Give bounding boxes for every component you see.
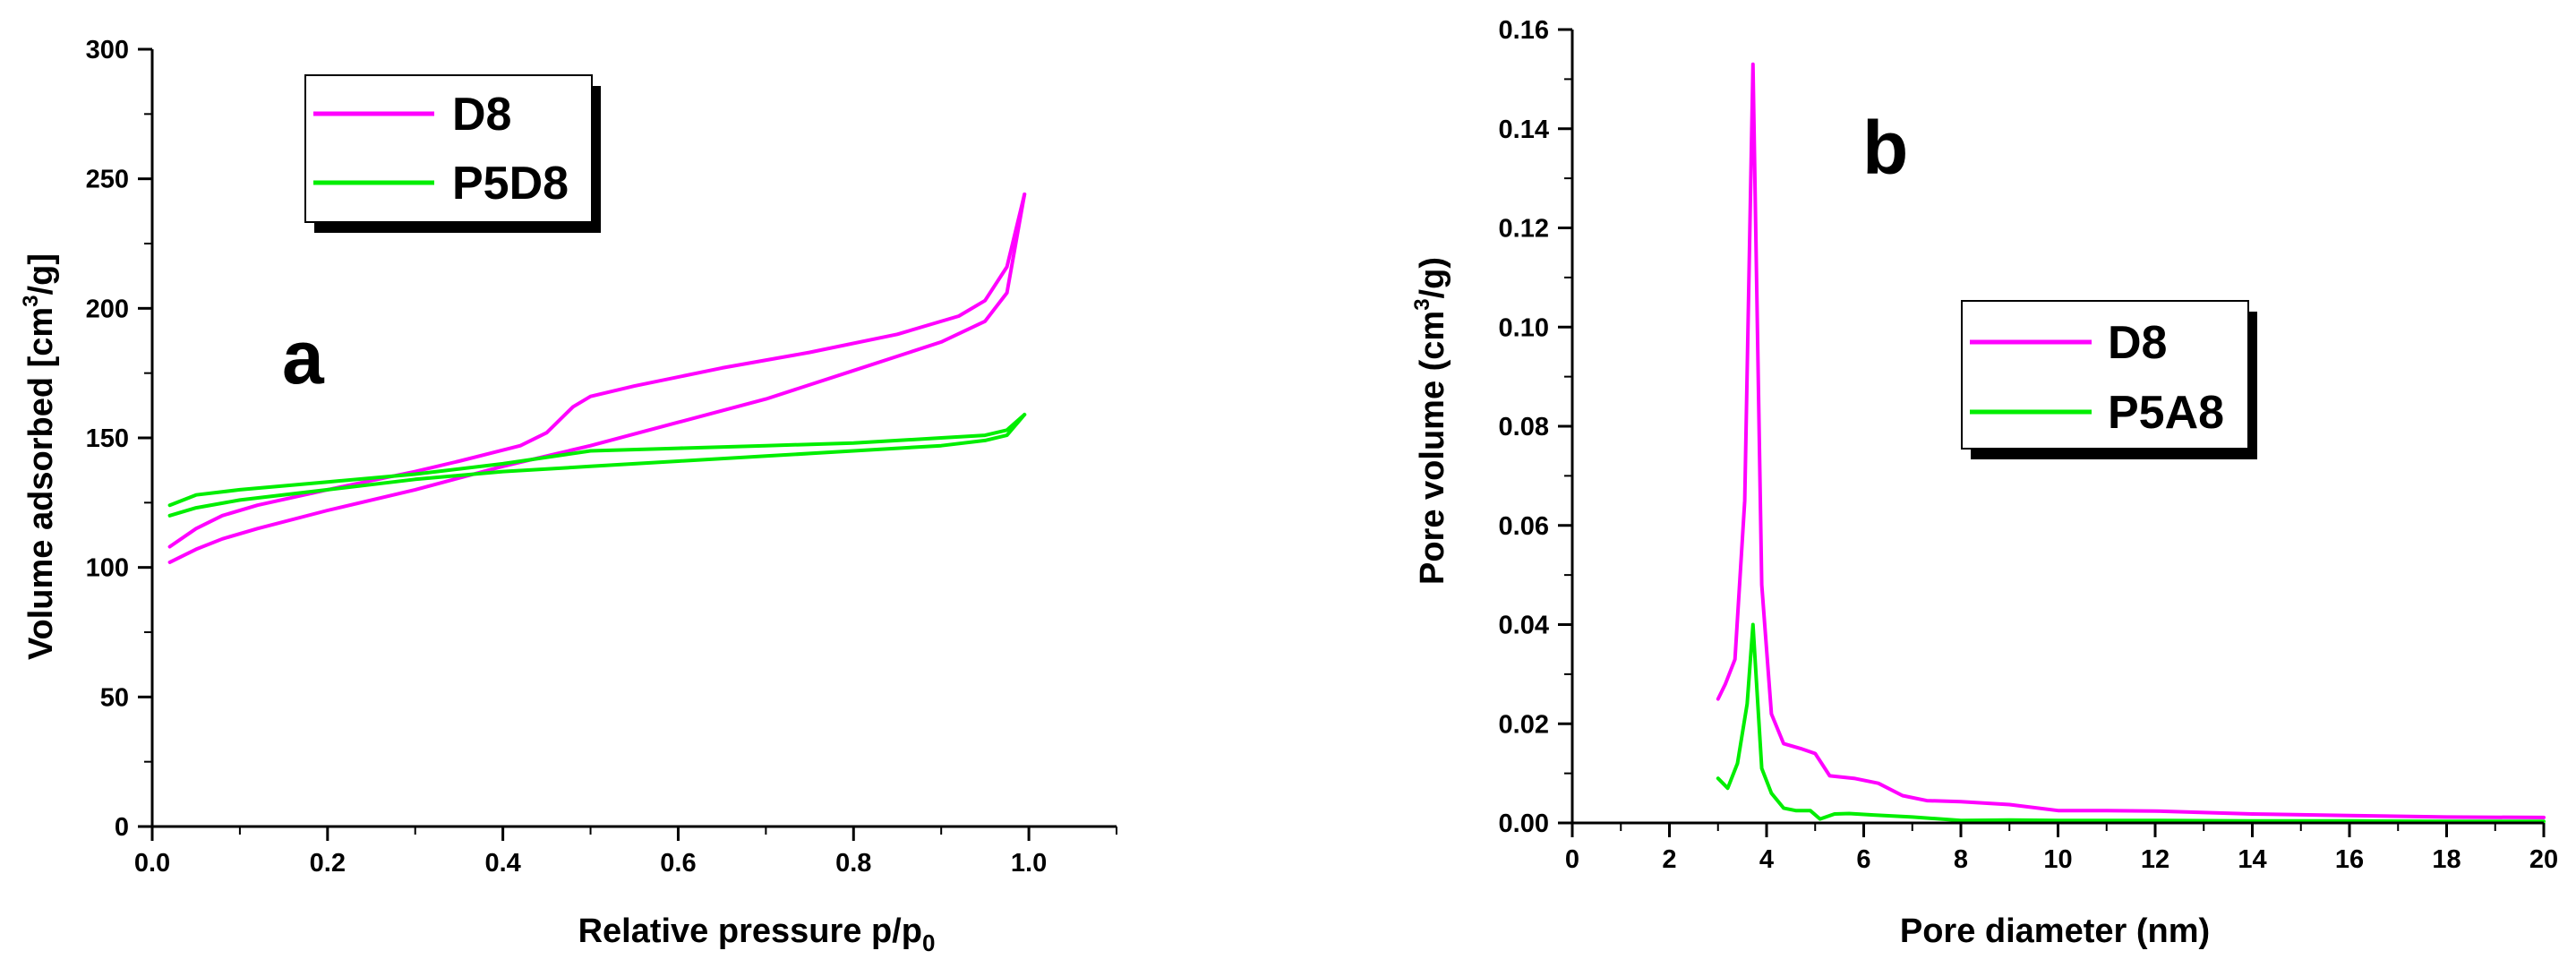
panel-a-x-tick-label: 1.0	[1011, 849, 1047, 878]
panel-b-y-axis-title: Pore volume (cm3/g)	[1410, 257, 1451, 585]
panel-a-legend: D8 P5D8	[304, 74, 601, 233]
panel-a-x-tick-label: 0.8	[835, 849, 871, 878]
panel-b-y-tick-label: 0.12	[1499, 215, 1549, 244]
panel-b-series-p5a8-line-1	[1716, 622, 2546, 824]
panel-b-legend-label-p5a8: P5A8	[2108, 387, 2224, 439]
panel-a-y-tick-label: 100	[86, 554, 129, 583]
panel-b-series-d8-line-1	[1716, 62, 2546, 819]
panel-b-x-tick-label: 16	[2335, 845, 2364, 874]
panel-b-legend-box	[1961, 300, 2249, 450]
panel-b-y-tick-label: 0.14	[1499, 116, 1549, 144]
panel-b-y-tick-label: 0.10	[1499, 313, 1549, 342]
panel-a-y-tick-label: 300	[86, 36, 129, 64]
panel-a-legend-box	[304, 74, 593, 223]
panel-b-x-tick-label: 0	[1565, 845, 1579, 874]
panel-a-series-d8-line-1	[167, 193, 1027, 564]
panel-b-x-tick-label: 4	[1759, 845, 1774, 874]
panel-b-x-tick-label: 8	[1954, 845, 1968, 874]
panel-b-y-tick-label: 0.02	[1499, 710, 1549, 739]
panel-b-x-tick-label: 10	[2043, 845, 2072, 874]
panel-b-x-tick-label: 20	[2529, 845, 2558, 874]
panel-a-series-p5d8-line-2	[167, 413, 1027, 508]
panel-b-y-tick-label: 0.16	[1499, 16, 1549, 45]
panel-a-ticks: 0.0 0.2 0.4 0.6 0.8 1.0 0 50 100 150 200 250 300	[86, 36, 1117, 878]
panel-b-y-tick-label: 0.04	[1499, 612, 1549, 640]
panel-b-x-tick-label: 18	[2432, 845, 2460, 874]
panel-b-x-tick-label: 6	[1856, 845, 1870, 874]
panel-b-legend-label-d8: D8	[2108, 317, 2167, 369]
panel-a-series-p5d8-line-1	[167, 413, 1027, 518]
panel-a-x-tick-label: 0.4	[484, 849, 520, 878]
panel-a-series-d8-line-2	[167, 193, 1027, 549]
panel-b-x-tick-label: 14	[2238, 845, 2266, 874]
panel-b-ticks: 0 2 4 6 8 10 12 14 16 18 20 0.00 0.02 0.04 0.06 0.08 0.1…	[1499, 16, 2559, 874]
panel-a-y-tick-label: 0	[115, 813, 129, 842]
panel-b-x-tick-label: 2	[1662, 845, 1676, 874]
panel-b-legend: D8 P5A8	[1961, 300, 2257, 459]
panel-a-y-axis-title: Volume adsorbed [cm3/g]	[19, 253, 60, 660]
panel-a-plot-area	[167, 193, 1027, 564]
panel-a-x-tick-label: 0.6	[660, 849, 696, 878]
panel-a-chart: 0.0 0.2 0.4 0.6 0.8 1.0 0 50 100 150 200 250 300 Rel…	[19, 36, 1117, 956]
panel-a-y-tick-label: 150	[86, 424, 129, 453]
panel-b-y-tick-label: 0.06	[1499, 512, 1549, 541]
panel-a-x-axis-title: Relative pressure p/p0	[578, 912, 936, 956]
panel-a-legend-label-d8: D8	[452, 89, 511, 141]
panel-a-legend-label-p5d8: P5D8	[452, 158, 569, 210]
panel-b-x-tick-label: 12	[2141, 845, 2169, 874]
panel-b-x-axis-title: Pore diameter (nm)	[1900, 912, 2210, 950]
panel-a-y-tick-label: 250	[86, 166, 129, 194]
panel-a-y-tick-label: 200	[86, 295, 129, 323]
panel-a-label: a	[282, 315, 325, 399]
panel-a-y-tick-label: 50	[100, 683, 129, 712]
panel-a-x-tick-label: 0.0	[134, 849, 170, 878]
panel-b-y-tick-label: 0.00	[1499, 810, 1549, 838]
panel-b-label: b	[1862, 106, 1908, 190]
panel-a-x-tick-label: 0.2	[310, 849, 346, 878]
panel-b-y-tick-label: 0.08	[1499, 413, 1549, 441]
panel-b-chart: 0 2 4 6 8 10 12 14 16 18 20 0.00 0.02 0.04 0.06 0.08 0.1…	[1410, 16, 2558, 950]
panel-b-plot-area	[1716, 62, 2546, 824]
